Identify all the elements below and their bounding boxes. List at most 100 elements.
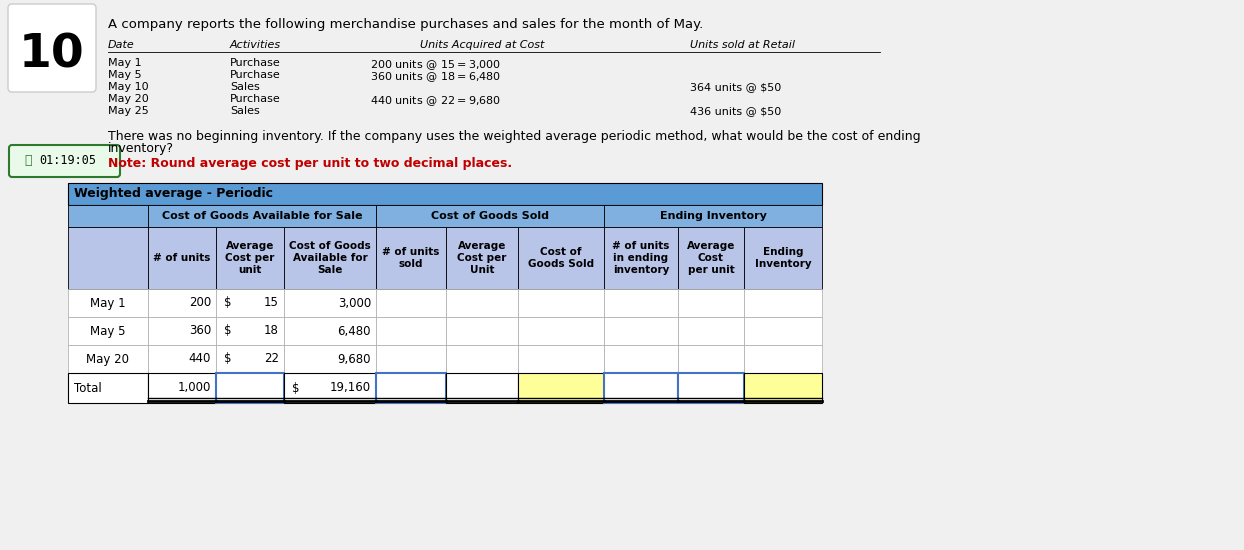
Bar [744,227,822,289]
Bar [376,289,447,317]
Bar [744,317,822,345]
Text: # of units
in ending
inventory: # of units in ending inventory [612,240,669,276]
Text: May 5: May 5 [108,70,142,80]
Text: 1,000: 1,000 [178,382,211,394]
Text: 18: 18 [264,324,279,338]
Bar [605,317,678,345]
Text: May 20: May 20 [87,353,129,366]
Bar [148,227,216,289]
Bar [518,289,605,317]
Bar [447,289,518,317]
Text: ⌛: ⌛ [24,155,32,168]
Bar [68,345,148,373]
Text: Weighted average - Periodic: Weighted average - Periodic [73,188,272,201]
Text: 19,160: 19,160 [330,382,371,394]
Text: 15: 15 [264,296,279,310]
Text: 200 units @ $15 = $3,000: 200 units @ $15 = $3,000 [369,58,501,72]
Text: Note: Round average cost per unit to two decimal places.: Note: Round average cost per unit to two… [108,157,513,170]
Bar [518,317,605,345]
Text: $: $ [224,296,231,310]
Text: Ending Inventory: Ending Inventory [659,211,766,221]
Bar [148,205,376,227]
Text: 360: 360 [189,324,211,338]
Bar [216,289,284,317]
Text: 200: 200 [189,296,211,310]
Text: Cost of Goods
Available for
Sale: Cost of Goods Available for Sale [289,240,371,276]
Text: Total: Total [73,382,102,394]
Bar [605,345,678,373]
Bar [68,227,148,289]
Bar [605,205,822,227]
FancyBboxPatch shape [9,145,119,177]
Bar [678,317,744,345]
Bar [744,289,822,317]
Bar [376,373,447,403]
Text: Cost of
Goods Sold: Cost of Goods Sold [527,247,595,269]
Text: $: $ [292,382,300,394]
Text: # of units
sold: # of units sold [382,247,439,269]
Text: May 1: May 1 [90,296,126,310]
Bar [284,345,376,373]
Text: 436 units @ $50: 436 units @ $50 [690,106,781,116]
Bar [678,289,744,317]
Bar [148,317,216,345]
Bar [605,227,678,289]
Bar [605,373,678,403]
Text: Cost of Goods Sold: Cost of Goods Sold [430,211,549,221]
Text: 10: 10 [19,32,85,78]
Bar [447,373,518,403]
Bar [447,317,518,345]
Bar [284,317,376,345]
Text: Purchase: Purchase [230,58,281,68]
Text: $: $ [224,324,231,338]
Text: $: $ [224,353,231,366]
Text: 440 units @ $22 = $9,680: 440 units @ $22 = $9,680 [369,94,501,108]
Bar [518,227,605,289]
Bar [744,345,822,373]
Text: May 5: May 5 [91,324,126,338]
Text: 22: 22 [264,353,279,366]
Text: 9,680: 9,680 [337,353,371,366]
Bar [148,345,216,373]
Text: There was no beginning inventory. If the company uses the weighted average perio: There was no beginning inventory. If the… [108,130,921,143]
Text: Cost of Goods Available for Sale: Cost of Goods Available for Sale [162,211,362,221]
Bar [148,373,216,403]
Bar [605,289,678,317]
Text: Ending
Inventory: Ending Inventory [755,247,811,269]
Bar [376,317,447,345]
Bar [216,373,284,403]
Text: Activities: Activities [230,40,281,50]
Text: inventory?: inventory? [108,142,174,155]
Bar [68,317,148,345]
Text: Average
Cost per
Unit: Average Cost per Unit [458,240,506,276]
Text: May 25: May 25 [108,106,149,116]
Bar [68,205,148,227]
Bar [447,227,518,289]
Bar [284,373,376,403]
Bar [518,345,605,373]
Text: May 10: May 10 [108,82,148,92]
Text: 364 units @ $50: 364 units @ $50 [690,82,781,92]
Text: 3,000: 3,000 [338,296,371,310]
FancyBboxPatch shape [7,4,96,92]
Text: 360 units @ $18 = $6,480: 360 units @ $18 = $6,480 [369,70,501,84]
Bar [216,317,284,345]
Text: 440: 440 [189,353,211,366]
Bar [284,227,376,289]
Text: Average
Cost
per unit: Average Cost per unit [687,240,735,276]
Bar [216,227,284,289]
Text: May 1: May 1 [108,58,142,68]
Bar [376,205,605,227]
Bar [447,345,518,373]
Text: Sales: Sales [230,82,260,92]
Bar [216,345,284,373]
Text: Units Acquired at Cost: Units Acquired at Cost [420,40,545,50]
Text: Average
Cost per
unit: Average Cost per unit [225,240,275,276]
Bar [68,373,148,403]
Bar [678,373,744,403]
Bar [678,227,744,289]
Bar [68,289,148,317]
Bar [376,227,447,289]
Bar [284,289,376,317]
Text: Units sold at Retail: Units sold at Retail [690,40,795,50]
